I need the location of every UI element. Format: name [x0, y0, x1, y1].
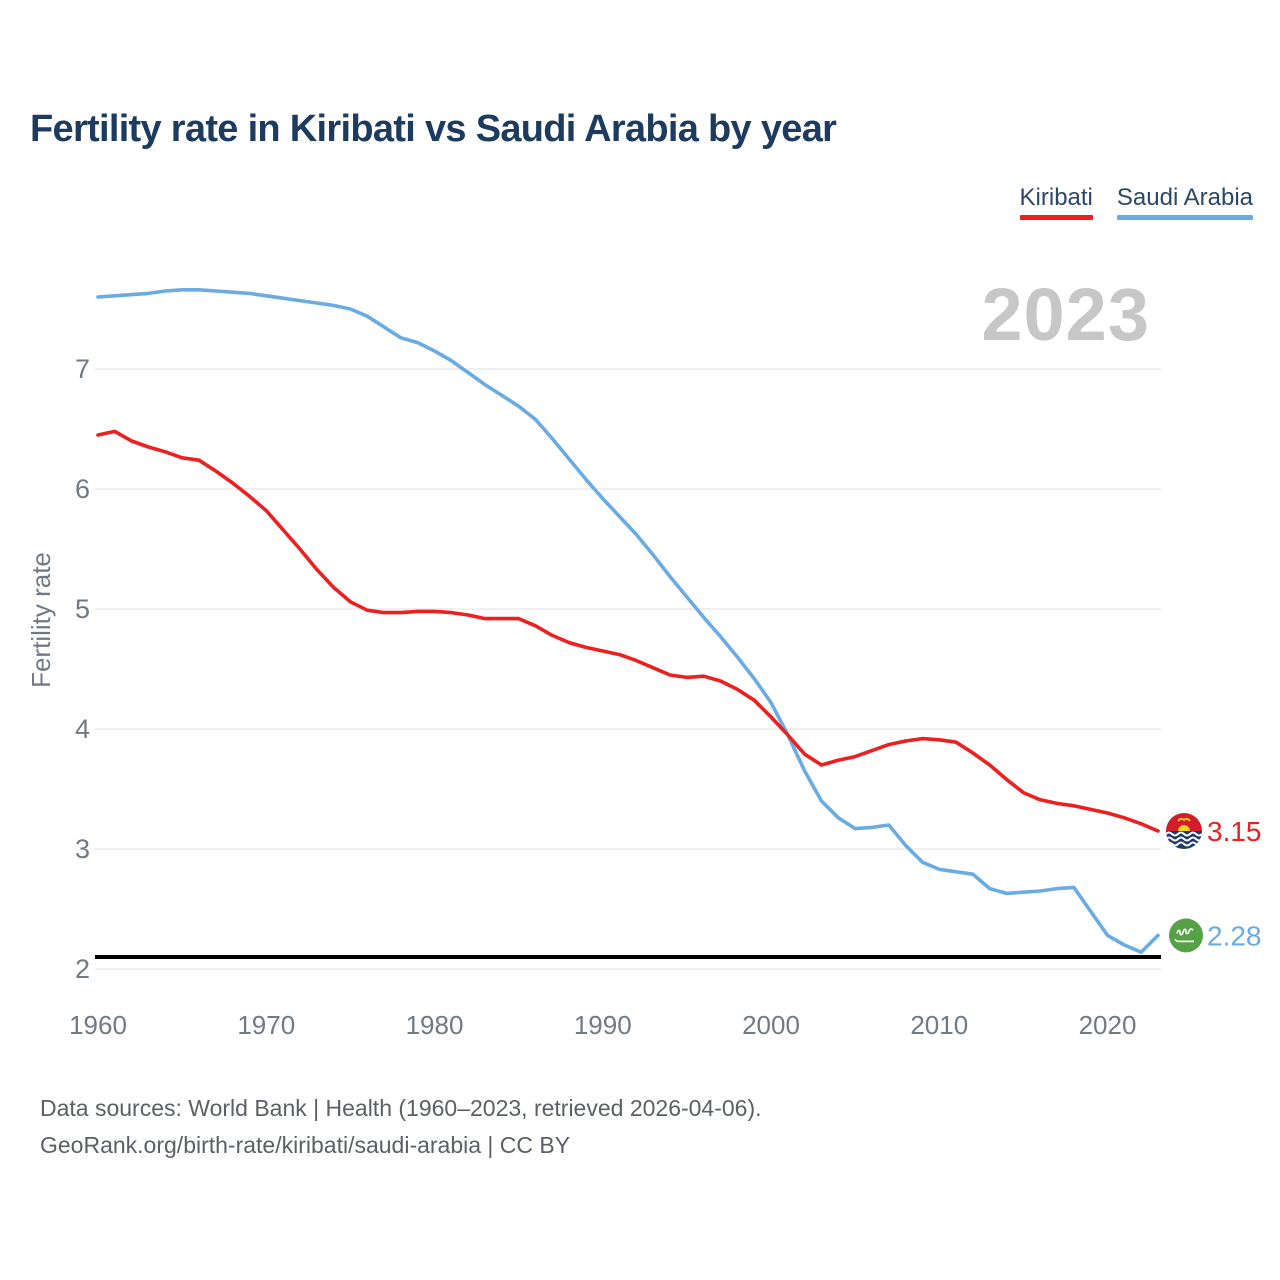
- page-title: Fertility rate in Kiribati vs Saudi Arab…: [30, 108, 837, 150]
- series-line-saudi-arabia: [96, 287, 1160, 955]
- x-tick-label-1980: 1980: [406, 1010, 464, 1040]
- legend-item-saudi-arabia[interactable]: Saudi Arabia: [1116, 184, 1253, 220]
- footer: Data sources: World Bank | Health (1960–…: [40, 1090, 762, 1164]
- x-tick-label-2000: 2000: [742, 1010, 800, 1040]
- legend-item-kiribati[interactable]: Kiribati: [1019, 184, 1093, 220]
- y-tick-label-7: 7: [75, 354, 90, 384]
- legend-underline-saudi-arabia: [1116, 215, 1253, 220]
- y-tick-label-5: 5: [75, 594, 90, 624]
- saudi-arabia-flag-icon: [1169, 918, 1203, 953]
- y-tick-label-3: 3: [75, 834, 90, 864]
- legend-label-kiribati: Kiribati: [1019, 184, 1093, 211]
- x-tick-label-2010: 2010: [910, 1010, 968, 1040]
- y-tick-label-6: 6: [75, 474, 90, 504]
- footer-data-sources: Data sources: World Bank | Health (1960–…: [40, 1095, 762, 1121]
- year-watermark: 2023: [981, 273, 1150, 356]
- kiribati-flag-icon: [1166, 813, 1202, 849]
- footer-attribution: GeoRank.org/birth-rate/kiribati/saudi-ar…: [40, 1132, 571, 1158]
- series-line-kiribati: [96, 429, 1160, 833]
- x-tick-label-1990: 1990: [574, 1010, 632, 1040]
- legend-underline-kiribati: [1019, 215, 1093, 220]
- y-tick-label-2: 2: [75, 954, 90, 984]
- y-tick-label-4: 4: [75, 714, 90, 744]
- x-tick-label-1960: 1960: [69, 1010, 127, 1040]
- legend-label-saudi-arabia: Saudi Arabia: [1116, 184, 1253, 211]
- end-value-label-kiribati: 3.15: [1207, 816, 1262, 847]
- y-axis-title: Fertility rate: [26, 552, 56, 688]
- end-value-label-saudi-arabia: 2.28: [1207, 920, 1262, 951]
- legend: Kiribati Saudi Arabia: [1019, 184, 1253, 220]
- x-tick-label-1970: 1970: [237, 1010, 295, 1040]
- x-tick-label-2020: 2020: [1079, 1010, 1137, 1040]
